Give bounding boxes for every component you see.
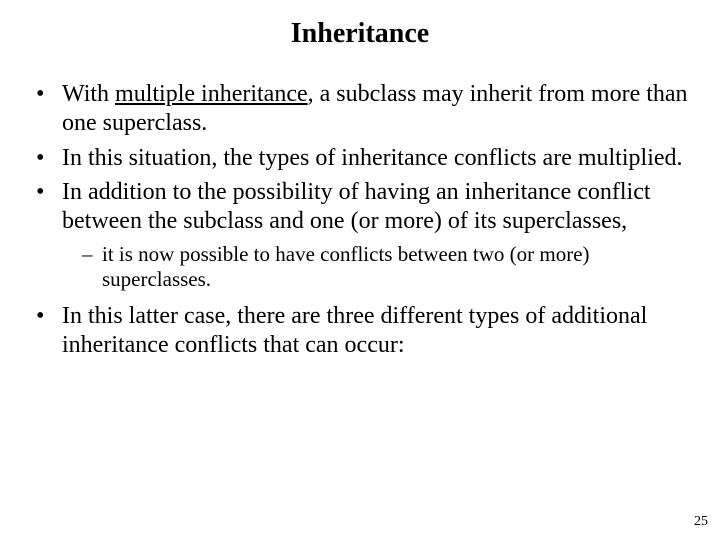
bullet-2-text: In this situation, the types of inherita… [62, 145, 683, 171]
bullet-item-2: In this situation, the types of inherita… [36, 144, 690, 173]
bullet-1-text-pre: With [62, 81, 115, 107]
slide: Inheritance With multiple inheritance, a… [0, 0, 720, 540]
bullet-4-text: In this latter case, there are three dif… [62, 303, 647, 358]
bullet-item-4: In this latter case, there are three dif… [36, 302, 690, 360]
sub-bullet-1-text: it is now possible to have conflicts bet… [102, 242, 590, 291]
bullet-item-1: With multiple inheritance, a subclass ma… [36, 80, 690, 138]
bullet-3-text: In addition to the possibility of having… [62, 179, 651, 234]
sub-bullet-list: it is now possible to have conflicts bet… [62, 242, 690, 292]
slide-body: With multiple inheritance, a subclass ma… [0, 80, 720, 360]
page-number: 25 [694, 514, 708, 530]
bullet-list: With multiple inheritance, a subclass ma… [36, 80, 690, 360]
bullet-item-3: In addition to the possibility of having… [36, 178, 690, 292]
slide-title: Inheritance [0, 0, 720, 80]
sub-bullet-item-1: it is now possible to have conflicts bet… [82, 242, 690, 292]
bullet-1-underline: multiple inheritance [115, 81, 308, 107]
